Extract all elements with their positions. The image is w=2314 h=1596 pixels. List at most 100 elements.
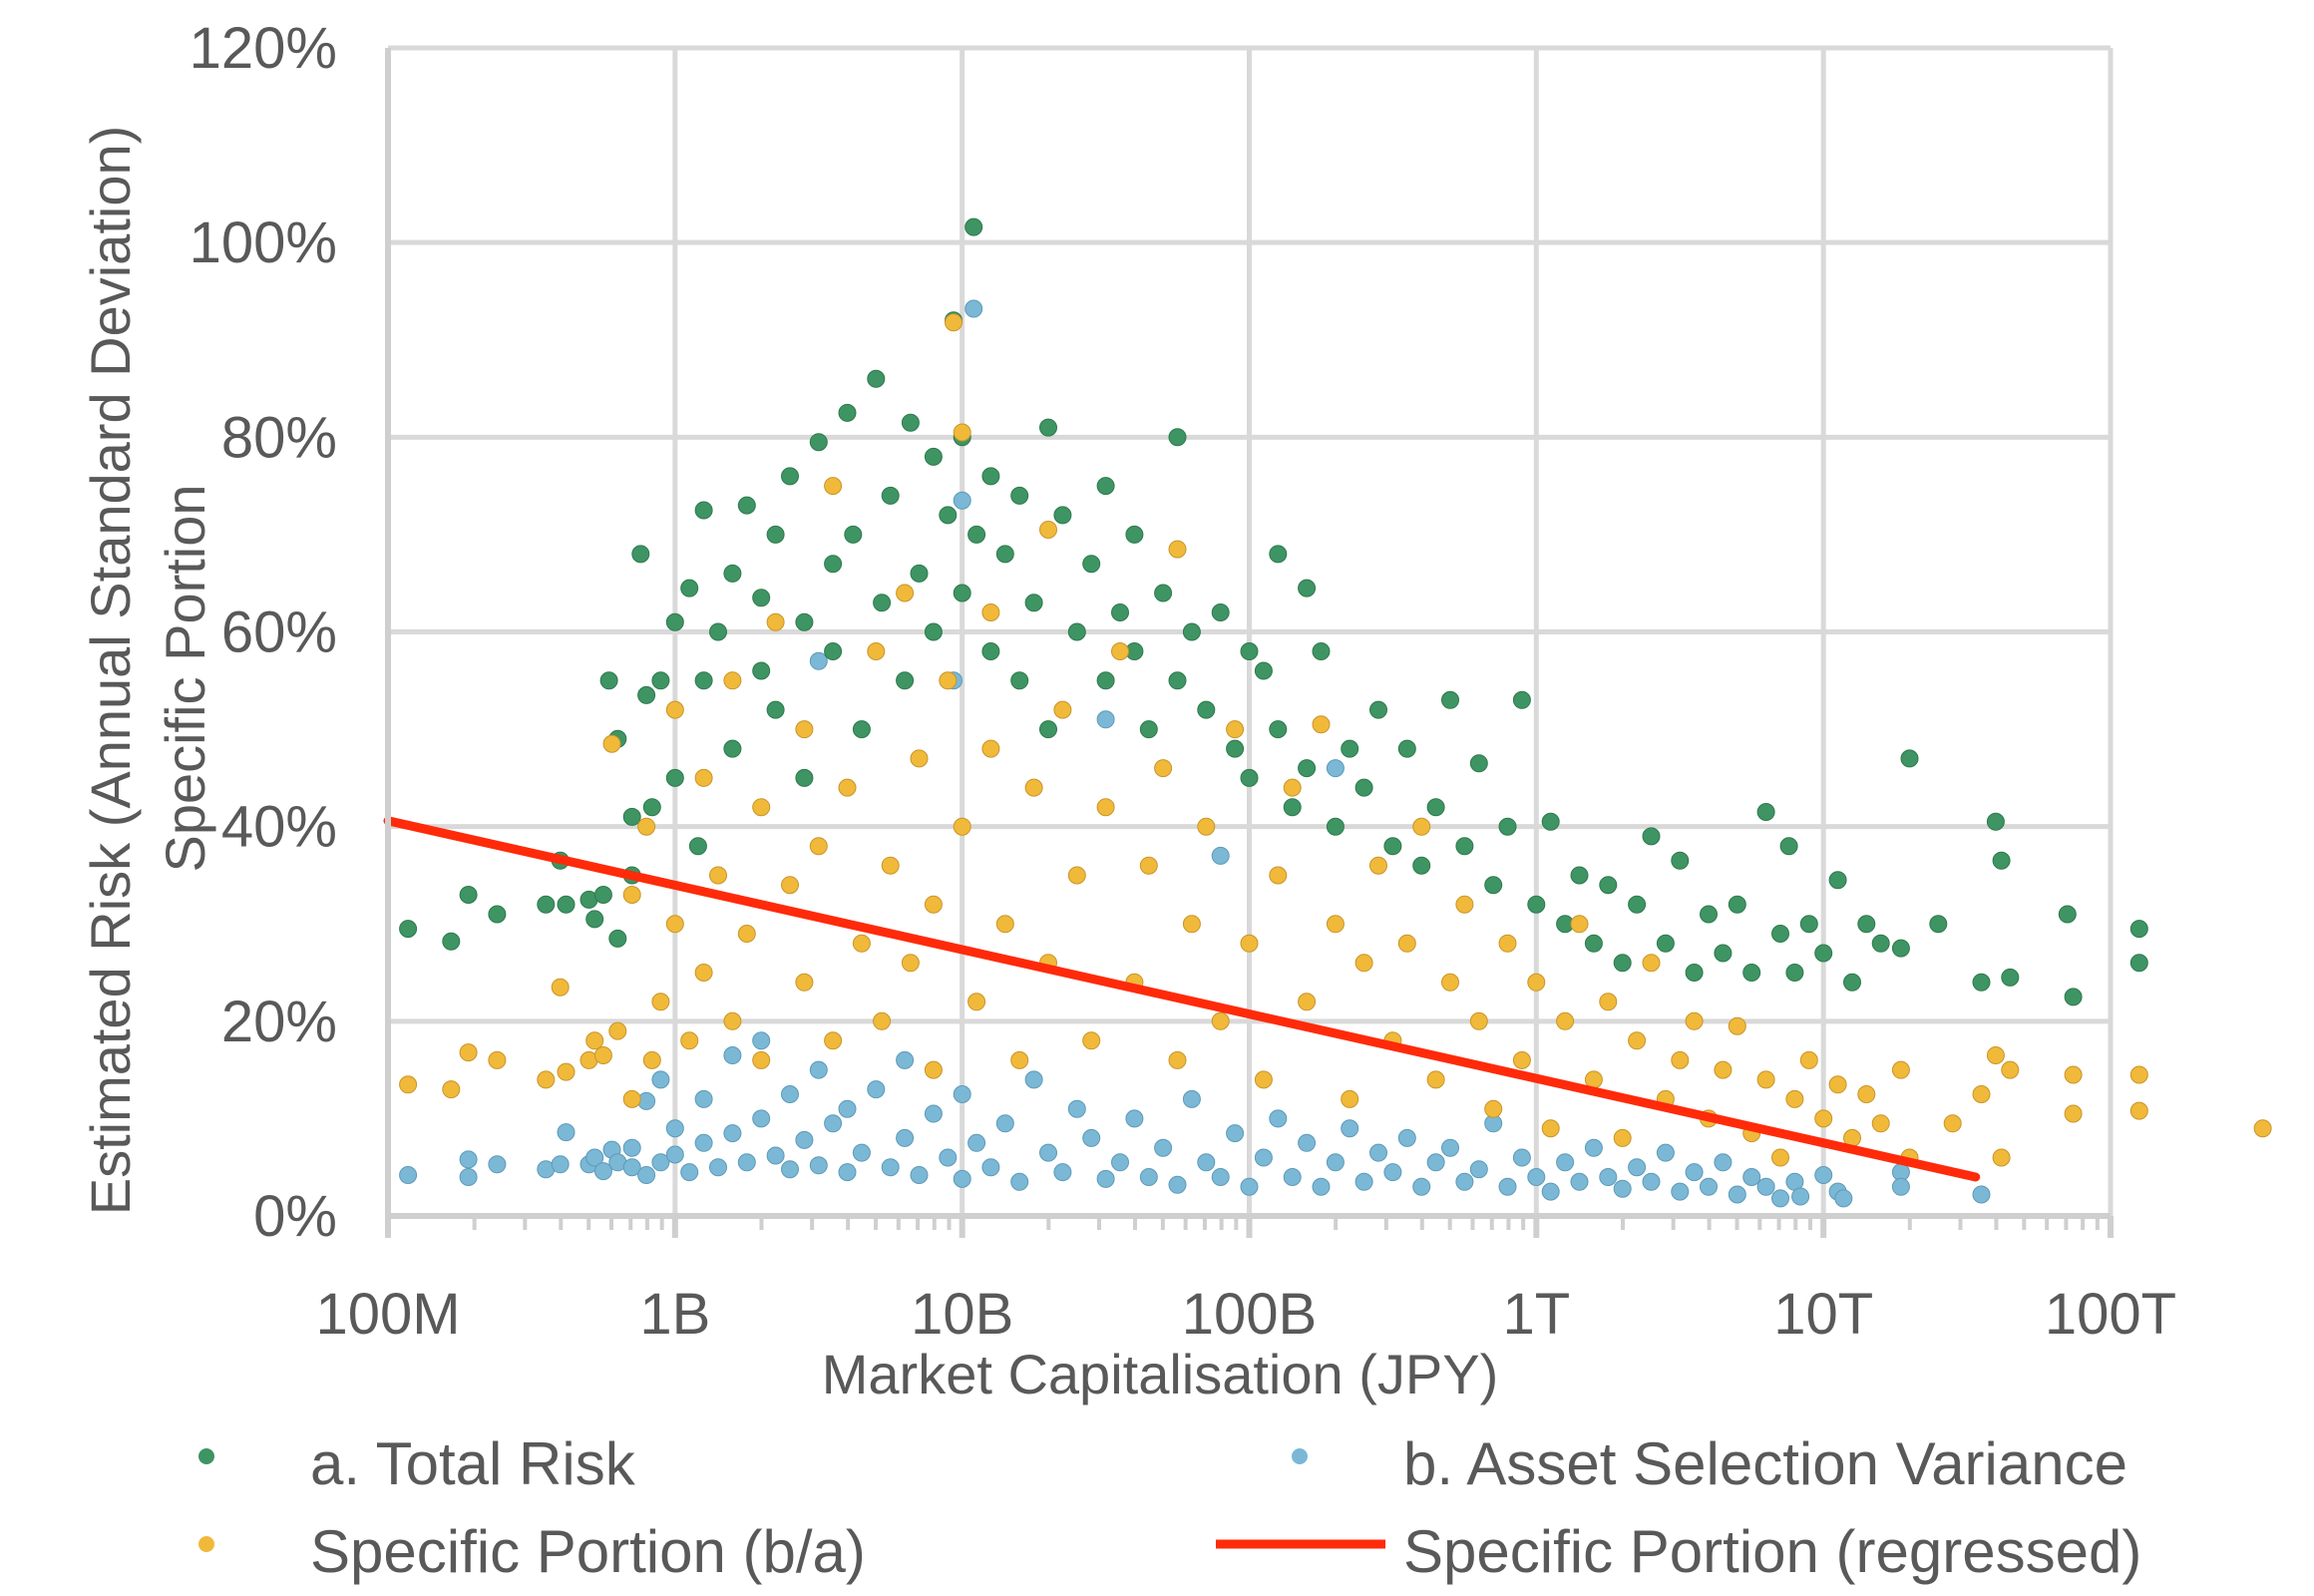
data-point-specific-portion [1756,1070,1775,1089]
data-point-asset-selection [1685,1163,1704,1182]
data-point-asset-selection [551,1155,570,1174]
data-point-asset-selection [838,1163,857,1182]
data-point-total-risk [557,895,576,914]
data-point-specific-portion [939,671,958,690]
data-point-specific-portion [537,1070,556,1089]
data-point-specific-portion [1269,866,1288,885]
data-point-total-risk [1685,964,1704,982]
data-point-asset-selection [924,1104,943,1123]
data-point-total-risk [824,642,843,660]
data-point-total-risk [1096,477,1115,496]
data-point-total-risk [1269,720,1288,739]
data-point-total-risk [901,413,920,432]
data-point-total-risk [1771,925,1789,943]
data-point-asset-selection [1541,1182,1560,1201]
data-point-total-risk [1570,866,1589,885]
data-point-specific-portion [593,1046,612,1064]
data-point-asset-selection [1211,1168,1230,1186]
y-tick-label: 0% [253,1184,337,1249]
data-point-asset-selection [557,1123,576,1142]
data-point-asset-selection [459,1150,478,1169]
data-point-asset-selection [1312,1177,1331,1196]
data-point-total-risk [1972,973,1991,992]
legend-item-total-risk: a. Total Risk [198,1430,636,1497]
data-point-specific-portion [694,768,713,787]
data-point-total-risk [1226,739,1245,758]
data-point-total-risk [1096,671,1115,690]
data-point-total-risk [723,564,742,583]
data-point-specific-portion [1891,1060,1910,1079]
legend-item-specific-portion: Specific Portion (b/a) [198,1518,866,1585]
data-point-total-risk [1024,594,1043,612]
data-point-specific-portion [867,642,886,660]
data-point-asset-selection [1226,1124,1245,1143]
gridlines [388,45,2114,1216]
data-point-specific-portion [665,915,684,934]
data-point-asset-selection [622,1158,641,1177]
data-point-total-risk [1154,584,1173,602]
data-point-asset-selection [1584,1138,1603,1157]
legend-dot-specific-portion [198,1536,214,1552]
data-point-total-risk [1341,739,1359,758]
data-point-specific-portion [1986,1046,2005,1064]
data-point-total-risk [1714,944,1733,963]
data-point-total-risk [1283,798,1302,817]
data-point-total-risk [910,564,929,583]
data-point-specific-portion [981,739,1000,758]
data-point-asset-selection [995,1114,1014,1133]
data-point-asset-selection [766,1146,785,1165]
data-point-asset-selection [1714,1153,1733,1172]
y-tick-label: 60% [221,600,337,665]
data-point-specific-portion [585,1031,604,1050]
data-point-asset-selection [752,1031,771,1050]
data-points [399,217,2272,1208]
data-point-total-risk [809,433,828,452]
data-point-asset-selection [1570,1172,1589,1191]
data-point-specific-portion [1298,993,1317,1011]
data-point-specific-portion [1168,540,1187,559]
data-point-total-risk [1240,768,1259,787]
data-point-specific-portion [1814,1109,1833,1128]
data-point-specific-portion [1154,759,1173,778]
data-point-asset-selection [1326,759,1345,778]
data-point-asset-selection [737,1153,756,1172]
data-point-specific-portion [1053,700,1072,719]
data-point-total-risk [1785,964,1804,982]
data-point-asset-selection [981,1158,1000,1177]
data-point-asset-selection [1791,1187,1810,1206]
data-point-total-risk [1828,871,1847,890]
legend-item-asset-selection: b. Asset Selection Variance [1292,1430,2127,1497]
data-point-total-risk [1900,749,1919,768]
legend-label-total-risk: a. Total Risk [310,1430,636,1497]
series-total-risk [399,217,2148,1006]
data-point-total-risk [2058,905,2077,924]
data-point-total-risk [599,671,618,690]
data-point-asset-selection [1168,1175,1187,1194]
data-point-total-risk [2129,920,2148,939]
data-point-total-risk [844,525,863,544]
data-point-specific-portion [1441,973,1459,992]
data-point-asset-selection [651,1153,670,1172]
data-point-total-risk [631,545,650,564]
data-point-asset-selection [1613,1179,1632,1198]
data-point-specific-portion [1369,856,1387,875]
data-point-specific-portion [665,700,684,719]
data-point-asset-selection [680,1163,699,1182]
data-point-specific-portion [1010,1050,1029,1069]
data-point-asset-selection [1469,1160,1488,1179]
legend-label-specific-portion: Specific Portion (b/a) [310,1518,866,1585]
data-point-asset-selection [488,1155,507,1174]
data-point-total-risk [1656,934,1675,953]
data-point-asset-selection [809,651,828,670]
data-point-total-risk [399,920,418,939]
data-point-specific-portion [953,817,971,836]
data-point-specific-portion [1182,915,1201,934]
data-point-specific-portion [852,934,871,953]
data-point-specific-portion [399,1075,418,1094]
data-point-specific-portion [1426,1070,1445,1089]
data-point-asset-selection [1369,1143,1387,1162]
data-point-asset-selection [1298,1133,1317,1152]
y-tick-label: 80% [221,405,337,470]
data-point-specific-portion [1412,817,1431,836]
data-point-specific-portion [1197,817,1216,836]
